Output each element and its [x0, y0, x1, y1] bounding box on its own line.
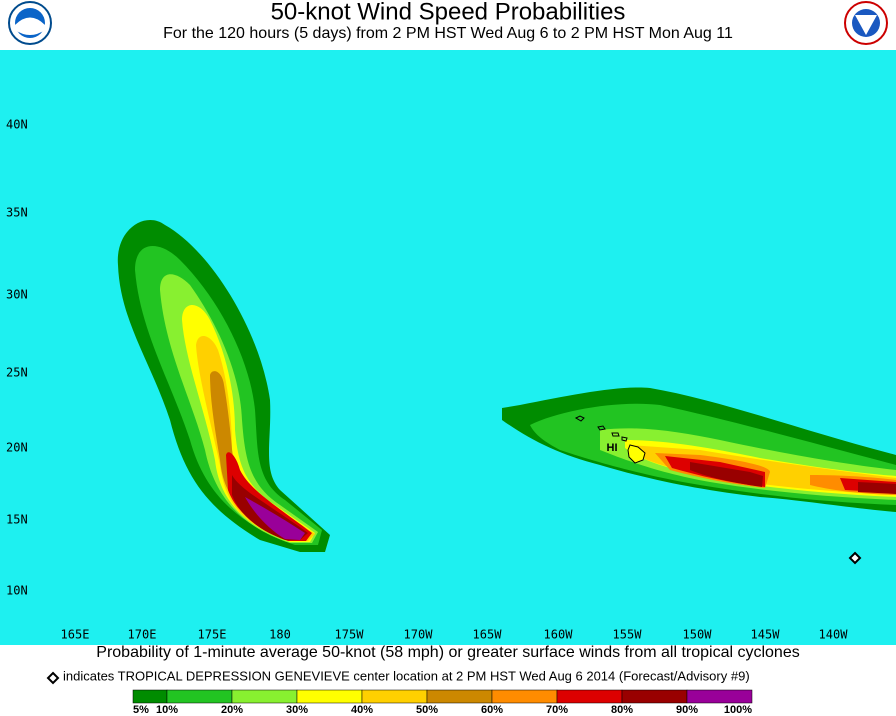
- hawaii-islands: [574, 415, 646, 464]
- legend-label: 40%: [351, 704, 373, 716]
- subtitle: For the 120 hours (5 days) from 2 PM HST…: [163, 25, 733, 42]
- longitude-label: 165E: [61, 628, 90, 642]
- note-marker: [46, 671, 60, 685]
- legend-swatch: [491, 689, 558, 704]
- legend-label: 60%: [481, 704, 503, 716]
- legend-swatch: [556, 689, 623, 704]
- nws-logo: [844, 1, 888, 45]
- legend-label: 50%: [416, 704, 438, 716]
- legend-swatch: [426, 689, 493, 704]
- footer-background: [0, 645, 896, 716]
- legend-swatch: [361, 689, 428, 704]
- legend-label: 5%: [133, 704, 149, 716]
- note: indicates TROPICAL DEPRESSION GENEVIEVE …: [63, 668, 750, 683]
- legend-label: 10%: [156, 704, 178, 716]
- latitude-label: 30N: [6, 288, 28, 302]
- longitude-label: 155W: [613, 628, 643, 642]
- longitude-label: 140W: [819, 628, 849, 642]
- legend-swatch: [132, 689, 168, 704]
- legend-label: 80%: [611, 704, 633, 716]
- legend-label: 30%: [286, 704, 308, 716]
- legend-swatch: [166, 689, 233, 704]
- longitude-label: 150W: [683, 628, 713, 642]
- longitude-label: 160W: [544, 628, 574, 642]
- latitude-label: 25N: [6, 366, 28, 380]
- region-label: HI: [607, 442, 618, 454]
- west-swath: [117, 219, 330, 552]
- latitude-label: 10N: [6, 584, 28, 598]
- longitude-label: 145W: [751, 628, 781, 642]
- latitude-label: 40N: [6, 118, 28, 132]
- longitude-label: 180: [269, 628, 291, 642]
- east-swath: [502, 387, 896, 512]
- caption: Probability of 1-minute average 50-knot …: [96, 644, 799, 661]
- latitude-label: 20N: [6, 441, 28, 455]
- legend-label: 70%: [546, 704, 568, 716]
- legend-label: 90%: [676, 704, 698, 716]
- storm-center-marker: [848, 551, 862, 565]
- legend-label: 100%: [724, 704, 752, 716]
- legend-label: 20%: [221, 704, 243, 716]
- longitude-label: 175W: [335, 628, 365, 642]
- legend-swatch: [686, 689, 753, 704]
- legend-swatch: [296, 689, 363, 704]
- legend-swatch: [231, 689, 298, 704]
- noaa-logo: [8, 1, 52, 45]
- title: 50-knot Wind Speed Probabilities: [271, 0, 626, 25]
- longitude-label: 165W: [473, 628, 503, 642]
- longitude-label: 170E: [128, 628, 157, 642]
- legend-swatch: [621, 689, 688, 704]
- map-background: [0, 50, 896, 645]
- longitude-label: 175E: [198, 628, 227, 642]
- latitude-label: 15N: [6, 513, 28, 527]
- latitude-label: 35N: [6, 206, 28, 220]
- longitude-label: 170W: [404, 628, 434, 642]
